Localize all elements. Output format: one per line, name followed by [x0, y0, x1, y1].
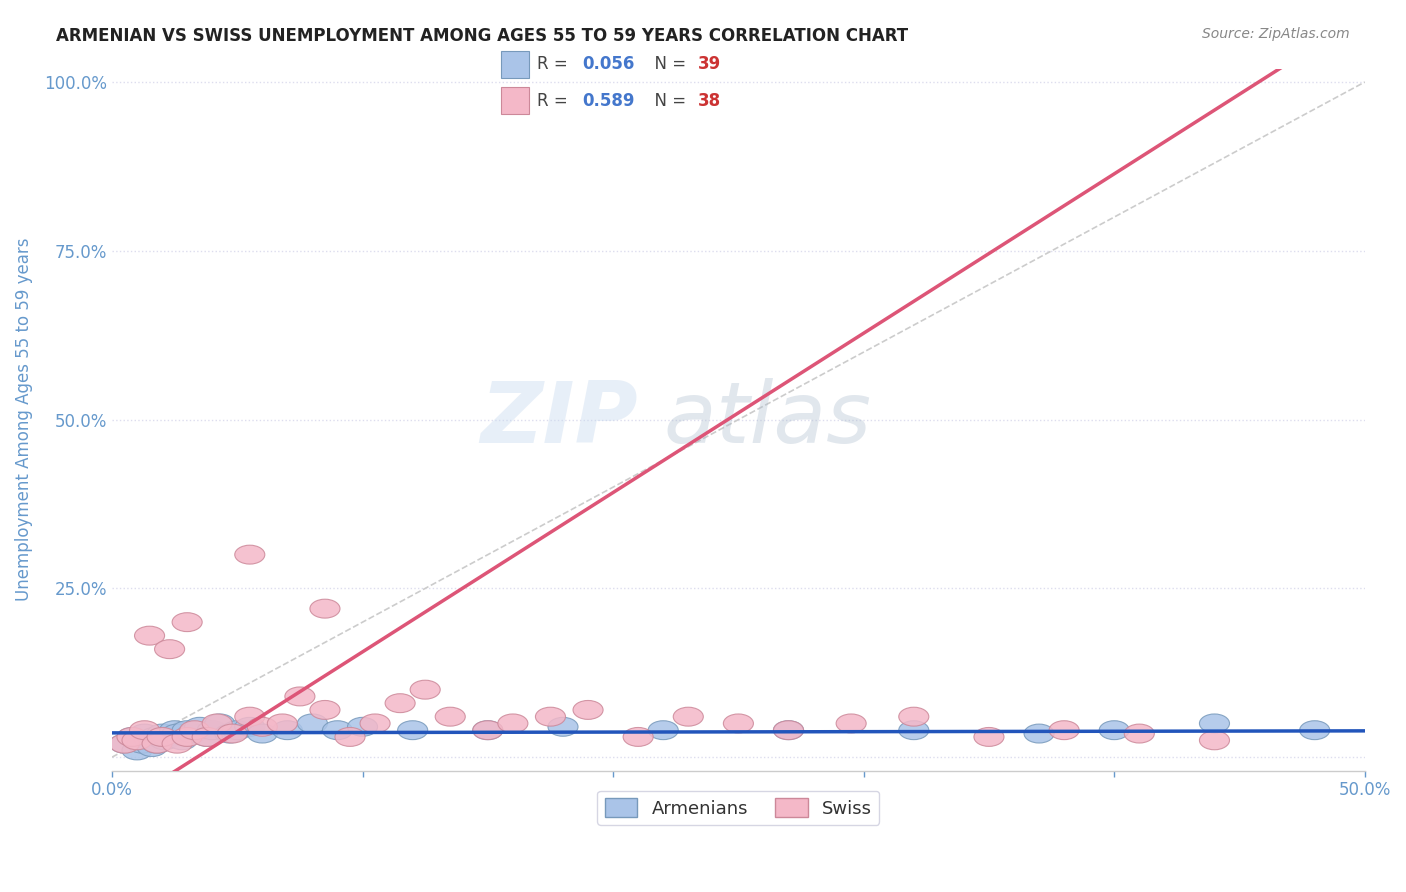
- Text: 39: 39: [697, 55, 721, 73]
- Y-axis label: Unemployment Among Ages 55 to 59 years: Unemployment Among Ages 55 to 59 years: [15, 238, 32, 601]
- Ellipse shape: [309, 700, 340, 719]
- Ellipse shape: [436, 707, 465, 726]
- Ellipse shape: [298, 714, 328, 733]
- Text: N =: N =: [644, 92, 692, 110]
- Ellipse shape: [309, 599, 340, 618]
- Legend: Armenians, Swiss: Armenians, Swiss: [598, 790, 879, 825]
- Ellipse shape: [285, 687, 315, 706]
- Ellipse shape: [172, 613, 202, 632]
- Ellipse shape: [167, 731, 197, 750]
- Ellipse shape: [122, 731, 152, 750]
- Ellipse shape: [235, 707, 264, 726]
- Ellipse shape: [273, 721, 302, 739]
- Ellipse shape: [217, 724, 247, 743]
- Ellipse shape: [152, 728, 183, 747]
- Ellipse shape: [159, 721, 190, 739]
- Ellipse shape: [623, 728, 654, 747]
- Ellipse shape: [110, 734, 139, 753]
- Ellipse shape: [197, 721, 228, 739]
- Text: Source: ZipAtlas.com: Source: ZipAtlas.com: [1202, 27, 1350, 41]
- Ellipse shape: [222, 721, 252, 739]
- Ellipse shape: [117, 728, 148, 747]
- Ellipse shape: [574, 700, 603, 719]
- Text: R =: R =: [537, 55, 574, 73]
- Ellipse shape: [127, 734, 157, 753]
- Ellipse shape: [360, 714, 389, 733]
- Ellipse shape: [1299, 721, 1330, 739]
- Text: atlas: atlas: [664, 378, 872, 461]
- Ellipse shape: [773, 721, 804, 739]
- Ellipse shape: [1099, 721, 1129, 739]
- Ellipse shape: [135, 731, 165, 750]
- Ellipse shape: [122, 741, 152, 760]
- Ellipse shape: [135, 626, 165, 645]
- Ellipse shape: [1024, 724, 1054, 743]
- Ellipse shape: [411, 681, 440, 699]
- Ellipse shape: [472, 721, 503, 739]
- Text: N =: N =: [644, 55, 692, 73]
- Text: 0.589: 0.589: [582, 92, 634, 110]
- Ellipse shape: [648, 721, 678, 739]
- Ellipse shape: [129, 721, 159, 739]
- Ellipse shape: [180, 721, 209, 739]
- Ellipse shape: [193, 728, 222, 747]
- Ellipse shape: [177, 724, 207, 743]
- Ellipse shape: [267, 714, 298, 733]
- Ellipse shape: [1199, 714, 1229, 733]
- Ellipse shape: [142, 734, 172, 753]
- Ellipse shape: [142, 734, 172, 753]
- Ellipse shape: [1125, 724, 1154, 743]
- Ellipse shape: [247, 717, 277, 736]
- FancyBboxPatch shape: [501, 87, 529, 114]
- Ellipse shape: [117, 728, 148, 747]
- Ellipse shape: [235, 545, 264, 564]
- Ellipse shape: [472, 721, 503, 739]
- Ellipse shape: [148, 728, 177, 747]
- Ellipse shape: [723, 714, 754, 733]
- Ellipse shape: [548, 717, 578, 736]
- Ellipse shape: [110, 734, 139, 753]
- Ellipse shape: [202, 714, 232, 733]
- Ellipse shape: [148, 724, 177, 743]
- Ellipse shape: [136, 738, 167, 756]
- FancyBboxPatch shape: [501, 51, 529, 78]
- Ellipse shape: [162, 724, 193, 743]
- Ellipse shape: [347, 717, 378, 736]
- Text: R =: R =: [537, 92, 574, 110]
- Ellipse shape: [129, 724, 159, 743]
- Ellipse shape: [1199, 731, 1229, 750]
- Ellipse shape: [898, 721, 929, 739]
- Ellipse shape: [974, 728, 1004, 747]
- Ellipse shape: [149, 731, 180, 750]
- Ellipse shape: [673, 707, 703, 726]
- Ellipse shape: [335, 728, 366, 747]
- Ellipse shape: [215, 724, 245, 743]
- Text: 38: 38: [697, 92, 720, 110]
- Ellipse shape: [322, 721, 353, 739]
- Ellipse shape: [398, 721, 427, 739]
- Text: ZIP: ZIP: [481, 378, 638, 461]
- Ellipse shape: [172, 721, 202, 739]
- Ellipse shape: [385, 694, 415, 713]
- Ellipse shape: [205, 714, 235, 733]
- Ellipse shape: [536, 707, 565, 726]
- Text: ARMENIAN VS SWISS UNEMPLOYMENT AMONG AGES 55 TO 59 YEARS CORRELATION CHART: ARMENIAN VS SWISS UNEMPLOYMENT AMONG AGE…: [56, 27, 908, 45]
- Ellipse shape: [184, 717, 215, 736]
- Text: 0.056: 0.056: [582, 55, 634, 73]
- Ellipse shape: [898, 707, 929, 726]
- Ellipse shape: [162, 734, 193, 753]
- Ellipse shape: [172, 728, 202, 747]
- Ellipse shape: [235, 717, 264, 736]
- Ellipse shape: [1049, 721, 1080, 739]
- Ellipse shape: [837, 714, 866, 733]
- Ellipse shape: [498, 714, 527, 733]
- Ellipse shape: [193, 728, 222, 747]
- Ellipse shape: [155, 640, 184, 658]
- Ellipse shape: [773, 721, 804, 739]
- Ellipse shape: [139, 728, 170, 747]
- Ellipse shape: [247, 724, 277, 743]
